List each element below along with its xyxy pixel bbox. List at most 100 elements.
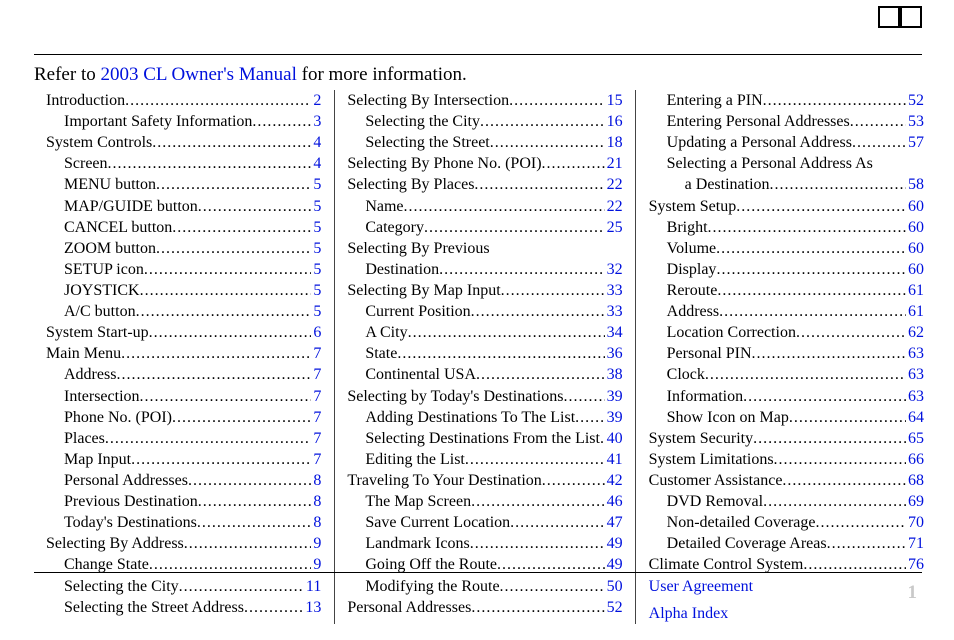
toc-page-link[interactable]: 4 bbox=[311, 153, 321, 174]
toc-page-link[interactable]: 58 bbox=[906, 174, 924, 195]
owners-manual-link[interactable]: 2003 CL Owner's Manual bbox=[100, 64, 296, 85]
toc-page-link[interactable]: 62 bbox=[906, 322, 924, 343]
toc-page-link[interactable]: 7 bbox=[311, 407, 321, 428]
toc-page-link[interactable]: 13 bbox=[303, 597, 321, 618]
toc-page-link[interactable]: 8 bbox=[311, 470, 321, 491]
toc-page-link[interactable]: 33 bbox=[605, 280, 623, 301]
marker-square bbox=[878, 6, 900, 28]
toc-page-link[interactable]: 16 bbox=[605, 111, 623, 132]
toc-page-link[interactable]: 60 bbox=[906, 196, 924, 217]
toc-page-link[interactable]: 49 bbox=[605, 533, 623, 554]
toc-page-link[interactable]: 32 bbox=[605, 259, 623, 280]
toc-page-link[interactable]: 36 bbox=[605, 343, 623, 364]
toc-page-link[interactable]: 7 bbox=[311, 364, 321, 385]
manual-page: Refer to 2003 CL Owner's Manual for more… bbox=[0, 0, 954, 640]
toc-label: CANCEL button bbox=[64, 217, 172, 238]
toc-leader: ........................................… bbox=[480, 111, 605, 132]
toc-page-link[interactable]: 64 bbox=[906, 407, 924, 428]
toc-page-link[interactable]: 33 bbox=[605, 301, 623, 322]
toc-page-link[interactable]: 3 bbox=[311, 111, 321, 132]
toc-entry: Entering Personal Addresses.............… bbox=[649, 111, 924, 132]
toc-entry: System Controls.........................… bbox=[46, 132, 321, 153]
toc-page-link[interactable]: 39 bbox=[605, 386, 623, 407]
toc-page-link[interactable]: 7 bbox=[311, 386, 321, 407]
toc-page-link[interactable]: 5 bbox=[311, 259, 321, 280]
toc-page-link[interactable]: 25 bbox=[605, 217, 623, 238]
toc-entry: Selecting By Address....................… bbox=[46, 533, 321, 554]
toc-page-link[interactable]: 53 bbox=[906, 111, 924, 132]
toc-page-link[interactable]: 52 bbox=[906, 90, 924, 111]
toc-label: ZOOM button bbox=[64, 238, 156, 259]
toc-entry: MAP/GUIDE button........................… bbox=[46, 196, 321, 217]
toc-page-link[interactable]: 65 bbox=[906, 428, 924, 449]
toc-page-link[interactable]: 63 bbox=[906, 386, 924, 407]
toc-page-link[interactable]: 69 bbox=[906, 491, 924, 512]
toc-page-link[interactable]: 46 bbox=[605, 491, 623, 512]
toc-link[interactable]: User Agreement bbox=[649, 578, 753, 595]
toc-label: a Destination bbox=[685, 174, 770, 195]
toc-page-link[interactable]: 21 bbox=[605, 153, 623, 174]
toc-page-link[interactable]: 4 bbox=[311, 132, 321, 153]
toc-leader: ........................................… bbox=[474, 174, 604, 195]
toc-leader: ........................................… bbox=[184, 533, 312, 554]
toc-page-link[interactable]: 11 bbox=[304, 576, 321, 597]
toc-label: Traveling To Your Destination bbox=[347, 470, 541, 491]
toc-page-link[interactable]: 15 bbox=[605, 90, 623, 111]
toc-entry: A/C button..............................… bbox=[46, 301, 321, 322]
toc-page-link[interactable]: 18 bbox=[605, 132, 623, 153]
toc-leader: ........................................… bbox=[198, 196, 312, 217]
toc-page-link[interactable]: 60 bbox=[906, 259, 924, 280]
toc-page-link[interactable]: 8 bbox=[311, 491, 321, 512]
toc-page-link[interactable]: 5 bbox=[311, 217, 321, 238]
toc-page-link[interactable]: 66 bbox=[906, 449, 924, 470]
toc-leader: ........................................… bbox=[149, 322, 312, 343]
toc-page-link[interactable]: 47 bbox=[605, 512, 623, 533]
toc-page-link[interactable]: 5 bbox=[311, 238, 321, 259]
toc-page-link[interactable]: 22 bbox=[605, 174, 623, 195]
toc-page-link[interactable]: 52 bbox=[605, 597, 623, 618]
toc-label: Adding Destinations To The List bbox=[365, 407, 575, 428]
toc-label: Modifying the Route bbox=[365, 576, 499, 597]
toc-page-link[interactable]: 50 bbox=[605, 576, 623, 597]
toc-page-link[interactable]: 7 bbox=[311, 449, 321, 470]
toc-link[interactable]: Alpha Index bbox=[649, 605, 729, 622]
toc-page-link[interactable]: 57 bbox=[906, 132, 924, 153]
toc-page-link[interactable]: 60 bbox=[906, 217, 924, 238]
toc-page-link[interactable]: 61 bbox=[906, 280, 924, 301]
toc-page-link[interactable]: 9 bbox=[311, 533, 321, 554]
toc-page-link[interactable]: 2 bbox=[311, 90, 321, 111]
toc-page-link[interactable]: 5 bbox=[311, 196, 321, 217]
toc-label: Name bbox=[365, 196, 403, 217]
toc-page-link[interactable]: 68 bbox=[906, 470, 924, 491]
toc-label: Selecting By Address bbox=[46, 533, 184, 554]
toc-page-link[interactable]: 40 bbox=[605, 428, 623, 449]
toc-page-link[interactable]: 60 bbox=[906, 238, 924, 259]
toc-page-link[interactable]: 34 bbox=[605, 322, 623, 343]
toc-page-link[interactable]: 7 bbox=[311, 343, 321, 364]
toc-page-link[interactable]: 42 bbox=[605, 470, 623, 491]
toc-page-link[interactable]: 63 bbox=[906, 343, 924, 364]
toc-label: Personal Addresses bbox=[347, 597, 471, 618]
toc-label: Previous Destination bbox=[64, 491, 198, 512]
toc-page-link[interactable]: 61 bbox=[906, 301, 924, 322]
toc-page-link[interactable]: 41 bbox=[605, 449, 623, 470]
page-number: 1 bbox=[908, 582, 919, 604]
toc-leader: ........................................… bbox=[252, 111, 311, 132]
toc-page-link[interactable]: 5 bbox=[311, 280, 321, 301]
toc-page-link[interactable]: 38 bbox=[605, 364, 623, 385]
toc-label: Non-detailed Coverage bbox=[667, 512, 816, 533]
toc-label: Information bbox=[667, 386, 743, 407]
toc-label: State bbox=[365, 343, 397, 364]
toc-page-link[interactable]: 39 bbox=[605, 407, 623, 428]
toc-page-link[interactable]: 8 bbox=[311, 512, 321, 533]
toc-page-link[interactable]: 70 bbox=[906, 512, 924, 533]
toc-page-link[interactable]: 5 bbox=[311, 174, 321, 195]
toc-page-link[interactable]: 63 bbox=[906, 364, 924, 385]
toc-page-link[interactable]: 71 bbox=[906, 533, 924, 554]
toc-page-link[interactable]: 7 bbox=[311, 428, 321, 449]
toc-leader: ........................................… bbox=[796, 322, 906, 343]
toc-page-link[interactable]: 6 bbox=[311, 322, 321, 343]
toc-leader: ........................................… bbox=[501, 280, 605, 301]
toc-page-link[interactable]: 22 bbox=[605, 196, 623, 217]
toc-page-link[interactable]: 5 bbox=[311, 301, 321, 322]
